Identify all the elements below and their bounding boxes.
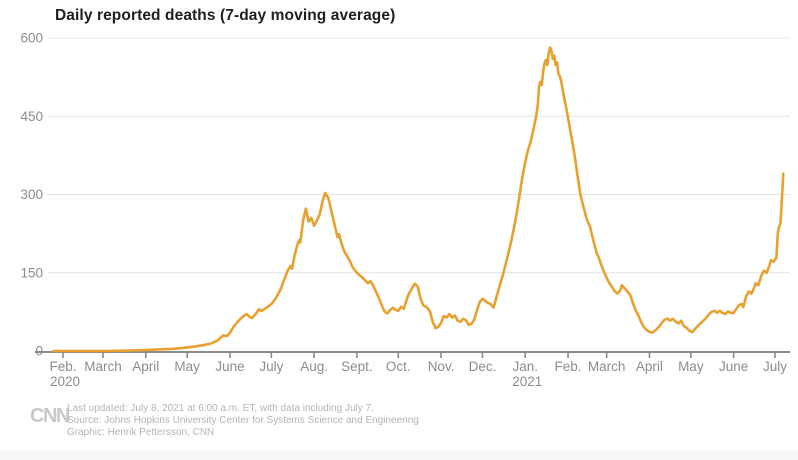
y-tick-label-150: 150 — [20, 265, 43, 280]
x-tick-label: July — [763, 359, 787, 374]
chart-title: Daily reported deaths (7-day moving aver… — [55, 7, 396, 24]
x-tick-label: Jan. — [512, 359, 538, 374]
x-tick-label: March — [84, 359, 122, 374]
x-tick-label: Feb. — [49, 359, 76, 374]
x-tick-label: Feb. — [555, 359, 582, 374]
x-tick-label: April — [132, 359, 159, 374]
x-tick-label: March — [588, 359, 626, 374]
x-tick-label: Sept. — [341, 359, 373, 374]
x-tick-label: Oct. — [386, 359, 411, 374]
y-tick-label-600: 600 — [20, 31, 43, 46]
y-tick-label-300: 300 — [20, 187, 43, 202]
x-tick-label: July — [259, 359, 283, 374]
footer-source: Source: Johns Hopkins University Center … — [67, 414, 419, 426]
x-tick-label: June — [215, 359, 244, 374]
x-tick-year-label: 2021 — [512, 374, 542, 389]
x-tick-label: June — [719, 359, 748, 374]
deaths-line-series — [52, 46, 785, 353]
x-tick-year-label: 2020 — [50, 374, 80, 389]
x-tick-label: Dec. — [469, 359, 497, 374]
x-tick-label: April — [636, 359, 663, 374]
x-tick-label: Nov. — [428, 359, 455, 374]
y-tick-label-450: 450 — [20, 109, 43, 124]
chart-footer: CNN Last updated: July 8, 2021 at 6:00 a… — [30, 403, 419, 438]
line-chart: 0150300450600Feb.2020MarchAprilMayJuneJu… — [20, 31, 790, 389]
bottom-strip — [0, 450, 798, 460]
x-tick-label: Aug. — [300, 359, 328, 374]
footer-last-updated: Last updated: July 8, 2021 at 6:00 a.m. … — [67, 403, 374, 414]
footer-credit: Graphic: Henrik Pettersson, CNN — [67, 426, 215, 438]
footer-notes: Last updated: July 8, 2021 at 6:00 a.m. … — [67, 403, 419, 438]
x-tick-label: May — [174, 359, 200, 374]
cnn-logo: CNN — [30, 405, 70, 427]
x-tick-label: May — [678, 359, 704, 374]
